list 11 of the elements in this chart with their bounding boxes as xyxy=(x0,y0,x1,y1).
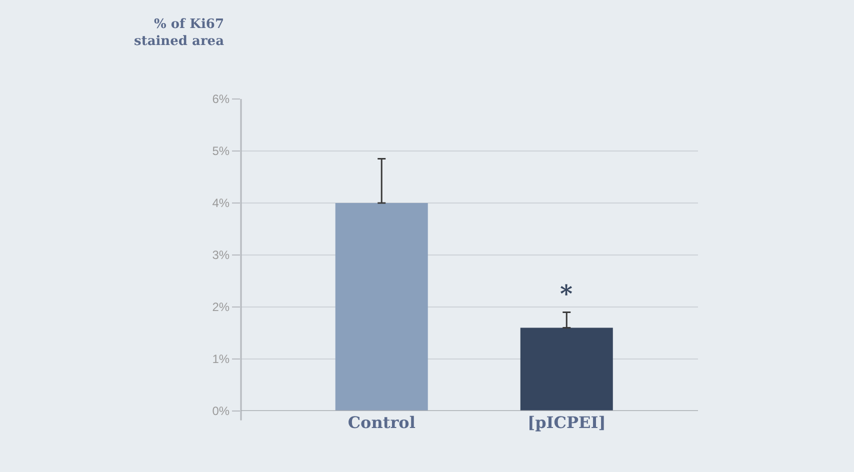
y-tick-label: 1% xyxy=(212,352,230,366)
y-axis-title: % of Ki67 stained area xyxy=(134,17,225,49)
annotation: * xyxy=(560,279,573,308)
x-tick-label: Control xyxy=(348,413,416,432)
y-tick-label: 6% xyxy=(212,92,230,106)
y-tick-label: 0% xyxy=(212,404,230,418)
y-tick-label: 2% xyxy=(212,300,230,314)
y-tick-label: 4% xyxy=(212,196,230,210)
y-tick-label: 3% xyxy=(212,248,230,262)
x-tick-label: [pICPEI] xyxy=(528,413,606,432)
y-tick-label: 5% xyxy=(212,144,230,158)
